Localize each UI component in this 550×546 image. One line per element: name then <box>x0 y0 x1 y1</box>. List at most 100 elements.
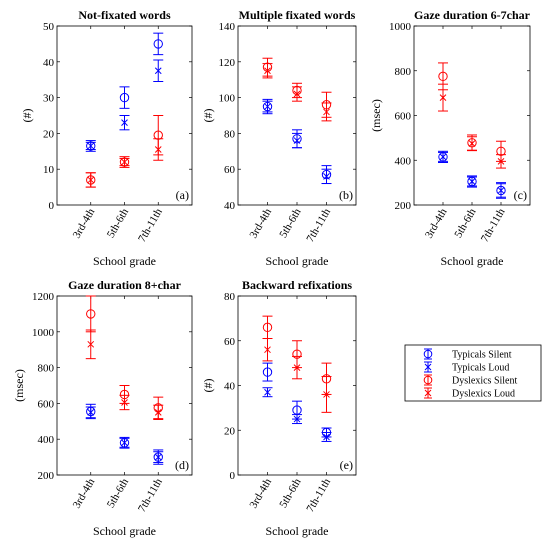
data-point-x <box>293 364 301 371</box>
chart-title: Multiple fixated words <box>239 8 356 22</box>
y-tick-label: 60 <box>224 164 236 176</box>
legend-marker-circle <box>423 349 433 359</box>
chart-title: Gaze duration 8+char <box>68 278 182 292</box>
data-point-x <box>468 140 476 147</box>
chart-title: Gaze duration 6-7char <box>414 8 531 22</box>
error-bar <box>119 86 130 109</box>
data-point-x <box>87 142 95 150</box>
x-tick-label: 3rd-4th <box>423 206 450 240</box>
chart-title: Not-fixated words <box>78 8 171 22</box>
data-point-x <box>323 433 330 441</box>
data-point-circle <box>438 71 448 82</box>
x-axis-label: School grade <box>93 524 156 538</box>
y-tick-label: 40 <box>43 57 55 69</box>
y-tick-label: 200 <box>395 200 412 212</box>
data-point-circle <box>86 141 96 151</box>
error-bar <box>262 315 273 340</box>
y-tick-label: 600 <box>38 398 55 410</box>
data-point-x <box>497 158 505 165</box>
error-bar <box>153 32 164 56</box>
panel-label: (b) <box>339 188 353 202</box>
chart-panel-2: Multiple fixated words 40 60 80 100 120 140 (#)… <box>201 8 357 268</box>
data-point-x <box>121 439 128 447</box>
chart-title: Backward refixations <box>242 278 352 292</box>
data-point-x <box>264 388 271 396</box>
y-tick-label: 1000 <box>32 327 55 339</box>
legend-item: Typicals Silent <box>423 348 512 361</box>
y-tick-label: 600 <box>395 111 412 123</box>
panel-label: (a) <box>176 188 189 202</box>
legend-marker-x <box>424 389 432 397</box>
data-point-x <box>121 399 128 406</box>
error-bar <box>85 295 96 333</box>
y-tick-label: 1200 <box>32 291 55 303</box>
x-tick-label: 7th-11th <box>136 476 165 514</box>
data-point-circle <box>119 92 130 103</box>
y-axis-label: (msec) <box>369 99 383 132</box>
x-tick-label: 5th-6th <box>452 206 479 240</box>
panel-label: (e) <box>340 458 353 472</box>
y-axis-label: (msec) <box>12 369 26 402</box>
y-tick-label: 60 <box>224 336 236 348</box>
y-tick-label: 20 <box>43 128 55 140</box>
data-point-x <box>293 137 301 144</box>
chart-panel-1: Not-fixated words 0 10 20 30 40 50 (#) 3rd-4th 5t… <box>20 8 193 268</box>
y-axis-label: (#) <box>201 379 215 393</box>
x-tick-label: 3rd-4th <box>71 206 98 240</box>
data-point-x <box>264 346 271 354</box>
data-point-x <box>154 146 162 153</box>
error-bar <box>262 362 273 382</box>
x-axis-label: School grade <box>266 254 329 268</box>
y-tick-label: 400 <box>38 434 55 446</box>
legend-marker-circle <box>423 375 433 385</box>
x-axis-label: School grade <box>93 254 156 268</box>
data-point-x <box>468 178 476 185</box>
legend-label: Dyslexics Loud <box>452 389 515 400</box>
data-point-x <box>293 90 301 98</box>
legend-label: Typicals Silent <box>452 350 512 361</box>
data-point-x <box>121 158 128 166</box>
data-point-x <box>154 408 162 416</box>
data-point-x <box>323 391 330 398</box>
y-tick-label: 1000 <box>389 21 412 33</box>
data-point-x <box>87 176 95 184</box>
y-tick-label: 120 <box>219 57 236 69</box>
x-axis-label: School grade <box>441 254 504 268</box>
x-tick-label: 7th-11th <box>479 206 508 244</box>
x-tick-label: 5th-6th <box>105 206 132 240</box>
data-point-circle <box>86 309 96 319</box>
data-point-x <box>439 94 447 101</box>
panel-label: (c) <box>514 188 527 202</box>
y-tick-label: 200 <box>38 470 55 482</box>
data-point-x <box>264 103 271 110</box>
chart-panel-5: Backward refixations 0 20 40 60 80 (#) 3rd-4th 5… <box>201 278 357 538</box>
x-tick-label: 5th-6th <box>277 206 304 240</box>
y-tick-label: 80 <box>224 291 236 303</box>
legend-label: Typicals Loud <box>452 363 509 374</box>
y-tick-label: 0 <box>49 200 55 212</box>
x-tick-label: 3rd-4th <box>248 476 275 510</box>
legend-marker-x <box>424 363 432 371</box>
y-tick-label: 80 <box>224 128 236 140</box>
data-point-x <box>323 108 330 116</box>
plot-area <box>237 25 357 206</box>
y-tick-label: 400 <box>395 155 412 167</box>
legend-item: Dyslexics Silent <box>423 374 517 387</box>
x-tick-label: 7th-11th <box>304 206 333 244</box>
plot-area <box>237 295 357 476</box>
y-tick-label: 20 <box>224 425 236 437</box>
y-tick-label: 50 <box>43 21 55 33</box>
y-axis-label: (#) <box>201 109 215 123</box>
x-tick-label: 5th-6th <box>277 476 304 510</box>
data-point-x <box>121 119 128 127</box>
data-point-x <box>497 187 505 194</box>
legend-item: Typicals Loud <box>424 361 509 374</box>
y-tick-label: 40 <box>224 381 236 393</box>
data-point-x <box>293 415 301 423</box>
x-tick-label: 5th-6th <box>105 476 132 510</box>
data-point-x <box>87 408 95 416</box>
x-tick-label: 3rd-4th <box>71 476 98 510</box>
x-axis-label: School grade <box>266 524 329 538</box>
data-point-circle <box>153 39 163 49</box>
